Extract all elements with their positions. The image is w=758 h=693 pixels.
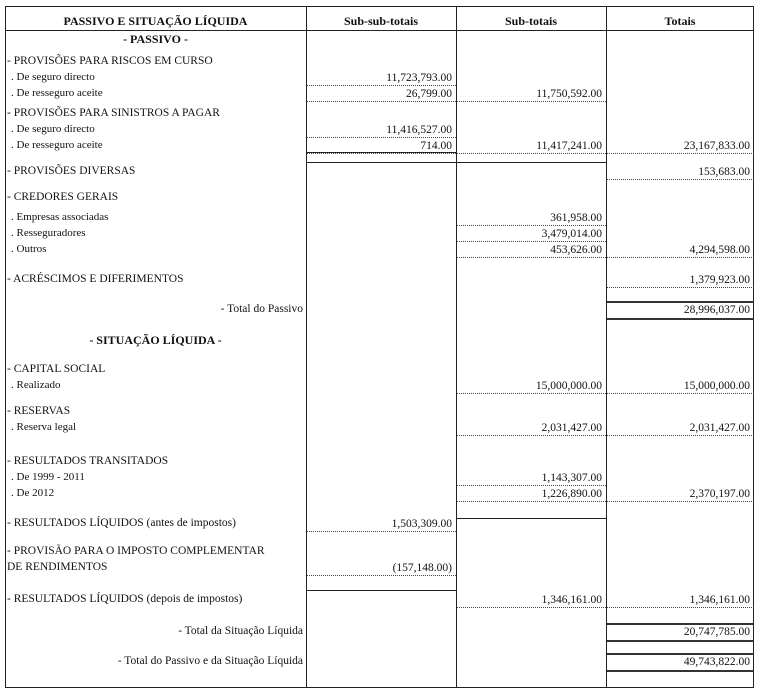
row-label: . Reserva legal bbox=[11, 421, 77, 433]
row-label: . De resseguro aceite bbox=[11, 87, 103, 99]
total-value: 20,747,785.00 bbox=[607, 623, 754, 642]
sub-total-value: 1,143,307.00 bbox=[457, 471, 606, 486]
row-label: - Total do Passivo e da Situação Líquida bbox=[117, 655, 303, 667]
row-label: . De seguro directo bbox=[11, 123, 95, 135]
rule bbox=[306, 152, 456, 153]
row-label: - PROVISÕES DIVERSAS bbox=[7, 165, 136, 177]
rule bbox=[306, 590, 456, 591]
row-label: - CREDORES GERAIS bbox=[7, 191, 119, 203]
sub-sub-total-value: (157,148.00) bbox=[307, 561, 456, 576]
header-label: PASSIVO E SITUAÇÃO LÍQUIDA bbox=[63, 14, 248, 28]
sub-total-value: 453,626.00 bbox=[457, 243, 606, 258]
row-label: . Empresas associadas bbox=[11, 211, 109, 223]
header-sub-sub-totals: Sub-sub-totais bbox=[343, 14, 419, 28]
total-value: 23,167,833.00 bbox=[607, 139, 754, 154]
total-value: 49,743,822.00 bbox=[607, 653, 754, 672]
header-sub-totals: Sub-totais bbox=[504, 14, 557, 28]
row-label: . De resseguro aceite bbox=[11, 139, 103, 151]
row-label: - PROVISÃO PARA O IMPOSTO COMPLEMENTAR bbox=[7, 545, 265, 557]
sub-total-value: 1,226,890.00 bbox=[457, 487, 606, 502]
total-value: 2,031,427.00 bbox=[607, 421, 754, 436]
sub-total-value: 11,750,592.00 bbox=[457, 87, 606, 102]
row-label: - Total do Passivo bbox=[220, 303, 303, 315]
header-divider bbox=[5, 30, 754, 31]
header-totals: Totais bbox=[664, 14, 696, 28]
row-label: - PROVISÕES PARA SINISTROS A PAGAR bbox=[7, 107, 220, 119]
row-label: - RESULTADOS TRANSITADOS bbox=[7, 455, 169, 467]
row-label: - PROVISÕES PARA RISCOS EM CURSO bbox=[7, 55, 213, 67]
total-value: 28,996,037.00 bbox=[607, 301, 754, 320]
row-label: DE RENDIMENTOS bbox=[7, 561, 108, 573]
row-label: . De 2012 bbox=[11, 487, 55, 499]
row-label: - RESERVAS bbox=[7, 405, 71, 417]
sub-total-value: 3,479,014.00 bbox=[457, 227, 606, 242]
column-divider bbox=[606, 6, 607, 688]
row-label: . De 1999 - 2011 bbox=[11, 471, 85, 483]
sub-total-value: 2,031,427.00 bbox=[457, 421, 606, 436]
total-value: 1,379,923.00 bbox=[607, 273, 754, 288]
row-label: . Outros bbox=[11, 243, 47, 255]
table-frame bbox=[5, 6, 754, 688]
row-label: - Total da Situação Líquida bbox=[178, 625, 303, 637]
rule bbox=[456, 518, 606, 519]
sub-sub-total-value: 714.00 bbox=[307, 139, 456, 154]
sub-total-value: 361,958.00 bbox=[457, 211, 606, 226]
rule bbox=[306, 162, 606, 163]
row-label: - CAPITAL SOCIAL bbox=[7, 363, 106, 375]
sub-total-value: 1,346,161.00 bbox=[457, 593, 606, 608]
section-passivo: - PASSIVO - bbox=[123, 32, 188, 46]
row-label: . De seguro directo bbox=[11, 71, 95, 83]
sub-sub-total-value: 1,503,309.00 bbox=[307, 517, 456, 532]
sub-sub-total-value: 11,416,527.00 bbox=[307, 123, 456, 138]
sub-sub-total-value: 26,799.00 bbox=[307, 87, 456, 102]
row-label: - RESULTADOS LÍQUIDOS (antes de impostos… bbox=[7, 517, 236, 529]
sub-total-value: 11,417,241.00 bbox=[457, 139, 606, 154]
total-value: 15,000,000.00 bbox=[607, 379, 754, 394]
total-value: 1,346,161.00 bbox=[607, 593, 754, 608]
total-value: 153,683.00 bbox=[607, 165, 754, 180]
total-value: 2,370,197.00 bbox=[607, 487, 754, 502]
row-label: - ACRÉSCIMOS E DIFERIMENTOS bbox=[7, 273, 184, 285]
column-divider bbox=[456, 6, 457, 688]
sub-sub-total-value: 11,723,793.00 bbox=[307, 71, 456, 86]
row-label: - RESULTADOS LÍQUIDOS (depois de imposto… bbox=[7, 593, 243, 605]
section-situacao-liquida: - SITUAÇÃO LÍQUIDA - bbox=[89, 333, 222, 347]
total-value: 4,294,598.00 bbox=[607, 243, 754, 258]
row-label: . Resseguradores bbox=[11, 227, 86, 239]
sub-total-value: 15,000,000.00 bbox=[457, 379, 606, 394]
row-label: . Realizado bbox=[11, 379, 61, 391]
column-divider bbox=[306, 6, 307, 688]
